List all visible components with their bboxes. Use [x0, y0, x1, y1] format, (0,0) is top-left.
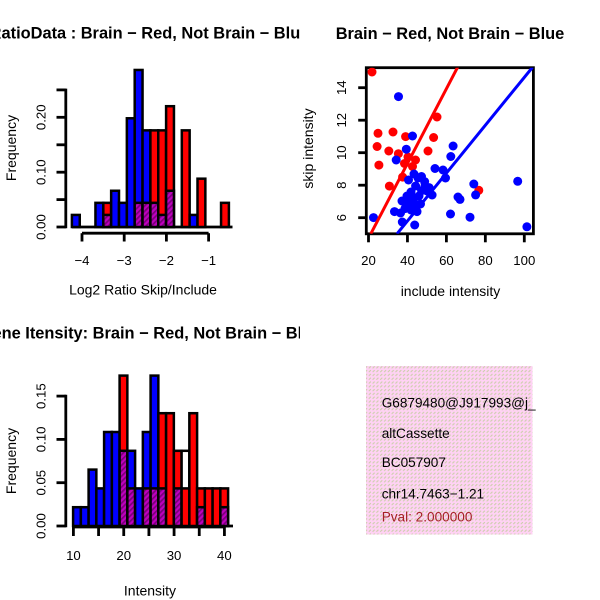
- svg-text:60: 60: [439, 253, 454, 268]
- svg-text:10: 10: [334, 145, 349, 160]
- svg-text:−2: −2: [159, 253, 174, 268]
- svg-text:40: 40: [400, 253, 415, 268]
- svg-text:RatioData : Brain − Red, Not B: RatioData : Brain − Red, Not Brain − Blu…: [0, 25, 309, 43]
- svg-text:8: 8: [334, 182, 349, 189]
- svg-text:−3: −3: [117, 253, 132, 268]
- svg-text:altCassette: altCassette: [382, 426, 450, 441]
- svg-text:0.10: 0.10: [34, 427, 49, 453]
- svg-text:BC057907: BC057907: [382, 455, 446, 470]
- svg-text:−1: −1: [201, 253, 216, 268]
- svg-text:10: 10: [66, 548, 81, 563]
- svg-text:Frequency: Frequency: [3, 115, 19, 181]
- svg-text:Pval: 2.000000: Pval: 2.000000: [382, 510, 473, 525]
- svg-text:Frequency: Frequency: [3, 428, 19, 494]
- svg-text:skip intensity: skip intensity: [300, 108, 316, 188]
- svg-text:0.00: 0.00: [34, 214, 49, 240]
- svg-text:20: 20: [361, 253, 376, 268]
- svg-text:0.00: 0.00: [34, 513, 49, 539]
- svg-text:20: 20: [116, 548, 131, 563]
- svg-text:100: 100: [513, 253, 535, 268]
- svg-text:0.10: 0.10: [34, 159, 49, 185]
- svg-text:0.05: 0.05: [34, 470, 49, 496]
- svg-text:−4: −4: [74, 253, 89, 268]
- svg-text:Gene Itensity: Brain − Red, No: Gene Itensity: Brain − Red, Not Brain − …: [0, 325, 321, 343]
- svg-text:Log2 Ratio Skip/Include: Log2 Ratio Skip/Include: [69, 282, 217, 298]
- svg-text:30: 30: [167, 548, 182, 563]
- svg-text:G6879480@J917993@j_: G6879480@J917993@j_: [382, 396, 536, 411]
- svg-text:chr14.7463−1.21: chr14.7463−1.21: [382, 487, 484, 502]
- svg-text:0.15: 0.15: [34, 383, 49, 409]
- svg-text:12: 12: [334, 113, 349, 128]
- svg-text:0.20: 0.20: [34, 104, 49, 130]
- svg-text:include intensity: include intensity: [401, 283, 501, 299]
- svg-text:6: 6: [334, 214, 349, 221]
- svg-text:40: 40: [217, 548, 232, 563]
- svg-text:80: 80: [478, 253, 493, 268]
- svg-text:14: 14: [334, 80, 349, 95]
- svg-text:Brain − Red, Not Brain − Blue: Brain − Red, Not Brain − Blue: [336, 25, 565, 43]
- svg-text:Intensity: Intensity: [124, 583, 176, 599]
